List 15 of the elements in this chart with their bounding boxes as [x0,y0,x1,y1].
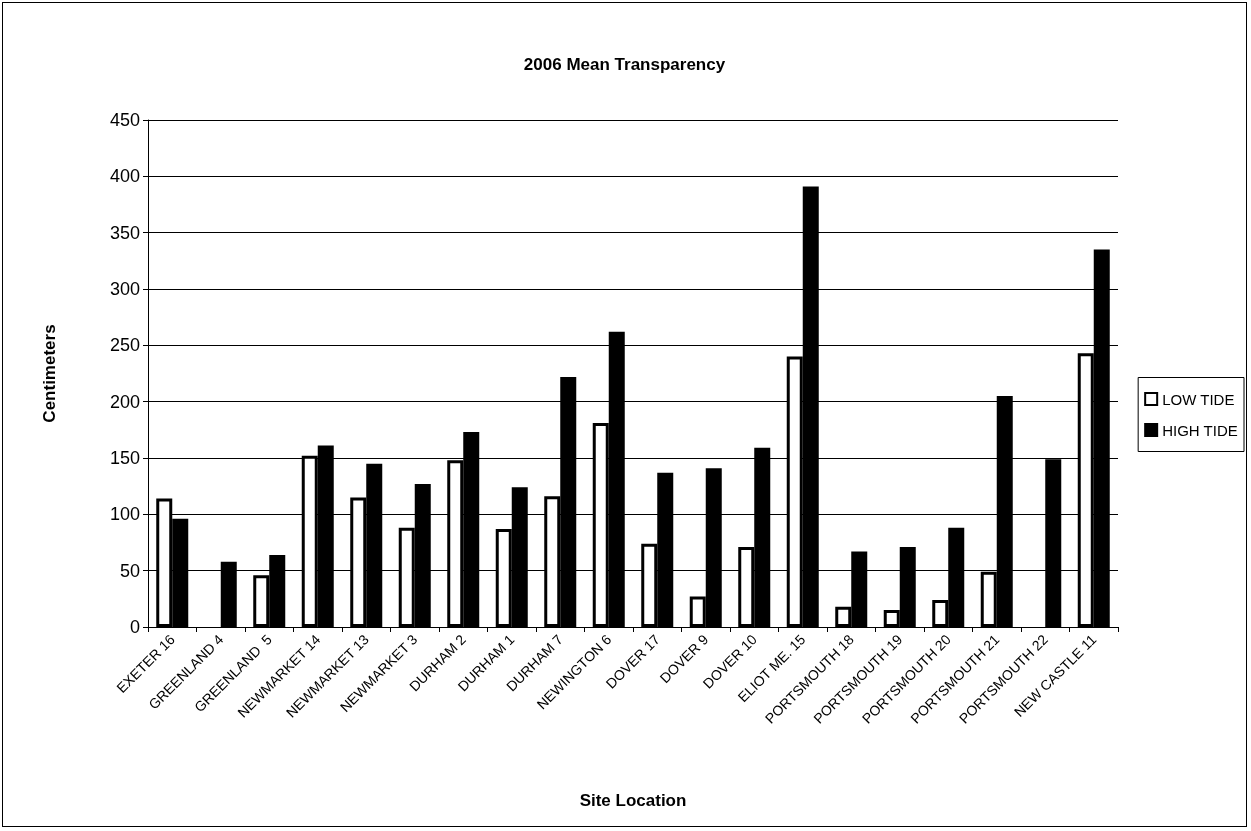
chart-title: 2006 Mean Transparency [523,55,726,74]
y-axis-title: Centimeters [40,324,59,423]
y-tick-label: 200 [109,391,140,412]
y-tick-label: 50 [119,560,140,581]
y-tick-label: 300 [109,279,140,299]
y-tick-label: 0 [129,617,140,637]
y-tick-label: 150 [109,448,140,468]
legend-label: LOW TIDE [1162,390,1235,408]
y-tick-label: 250 [109,335,140,356]
y-tick-label: 100 [109,504,140,525]
x-axis-title: Site Location [579,791,687,810]
y-tick-label: 450 [109,110,140,130]
y-tick-label: 350 [109,222,140,243]
y-tick-label: 400 [109,166,140,187]
legend-label: HIGH TIDE [1162,421,1238,439]
